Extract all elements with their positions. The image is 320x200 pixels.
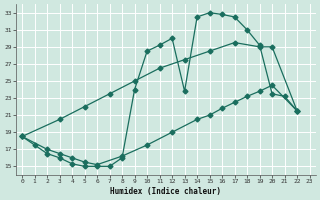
X-axis label: Humidex (Indice chaleur): Humidex (Indice chaleur) [110, 187, 221, 196]
